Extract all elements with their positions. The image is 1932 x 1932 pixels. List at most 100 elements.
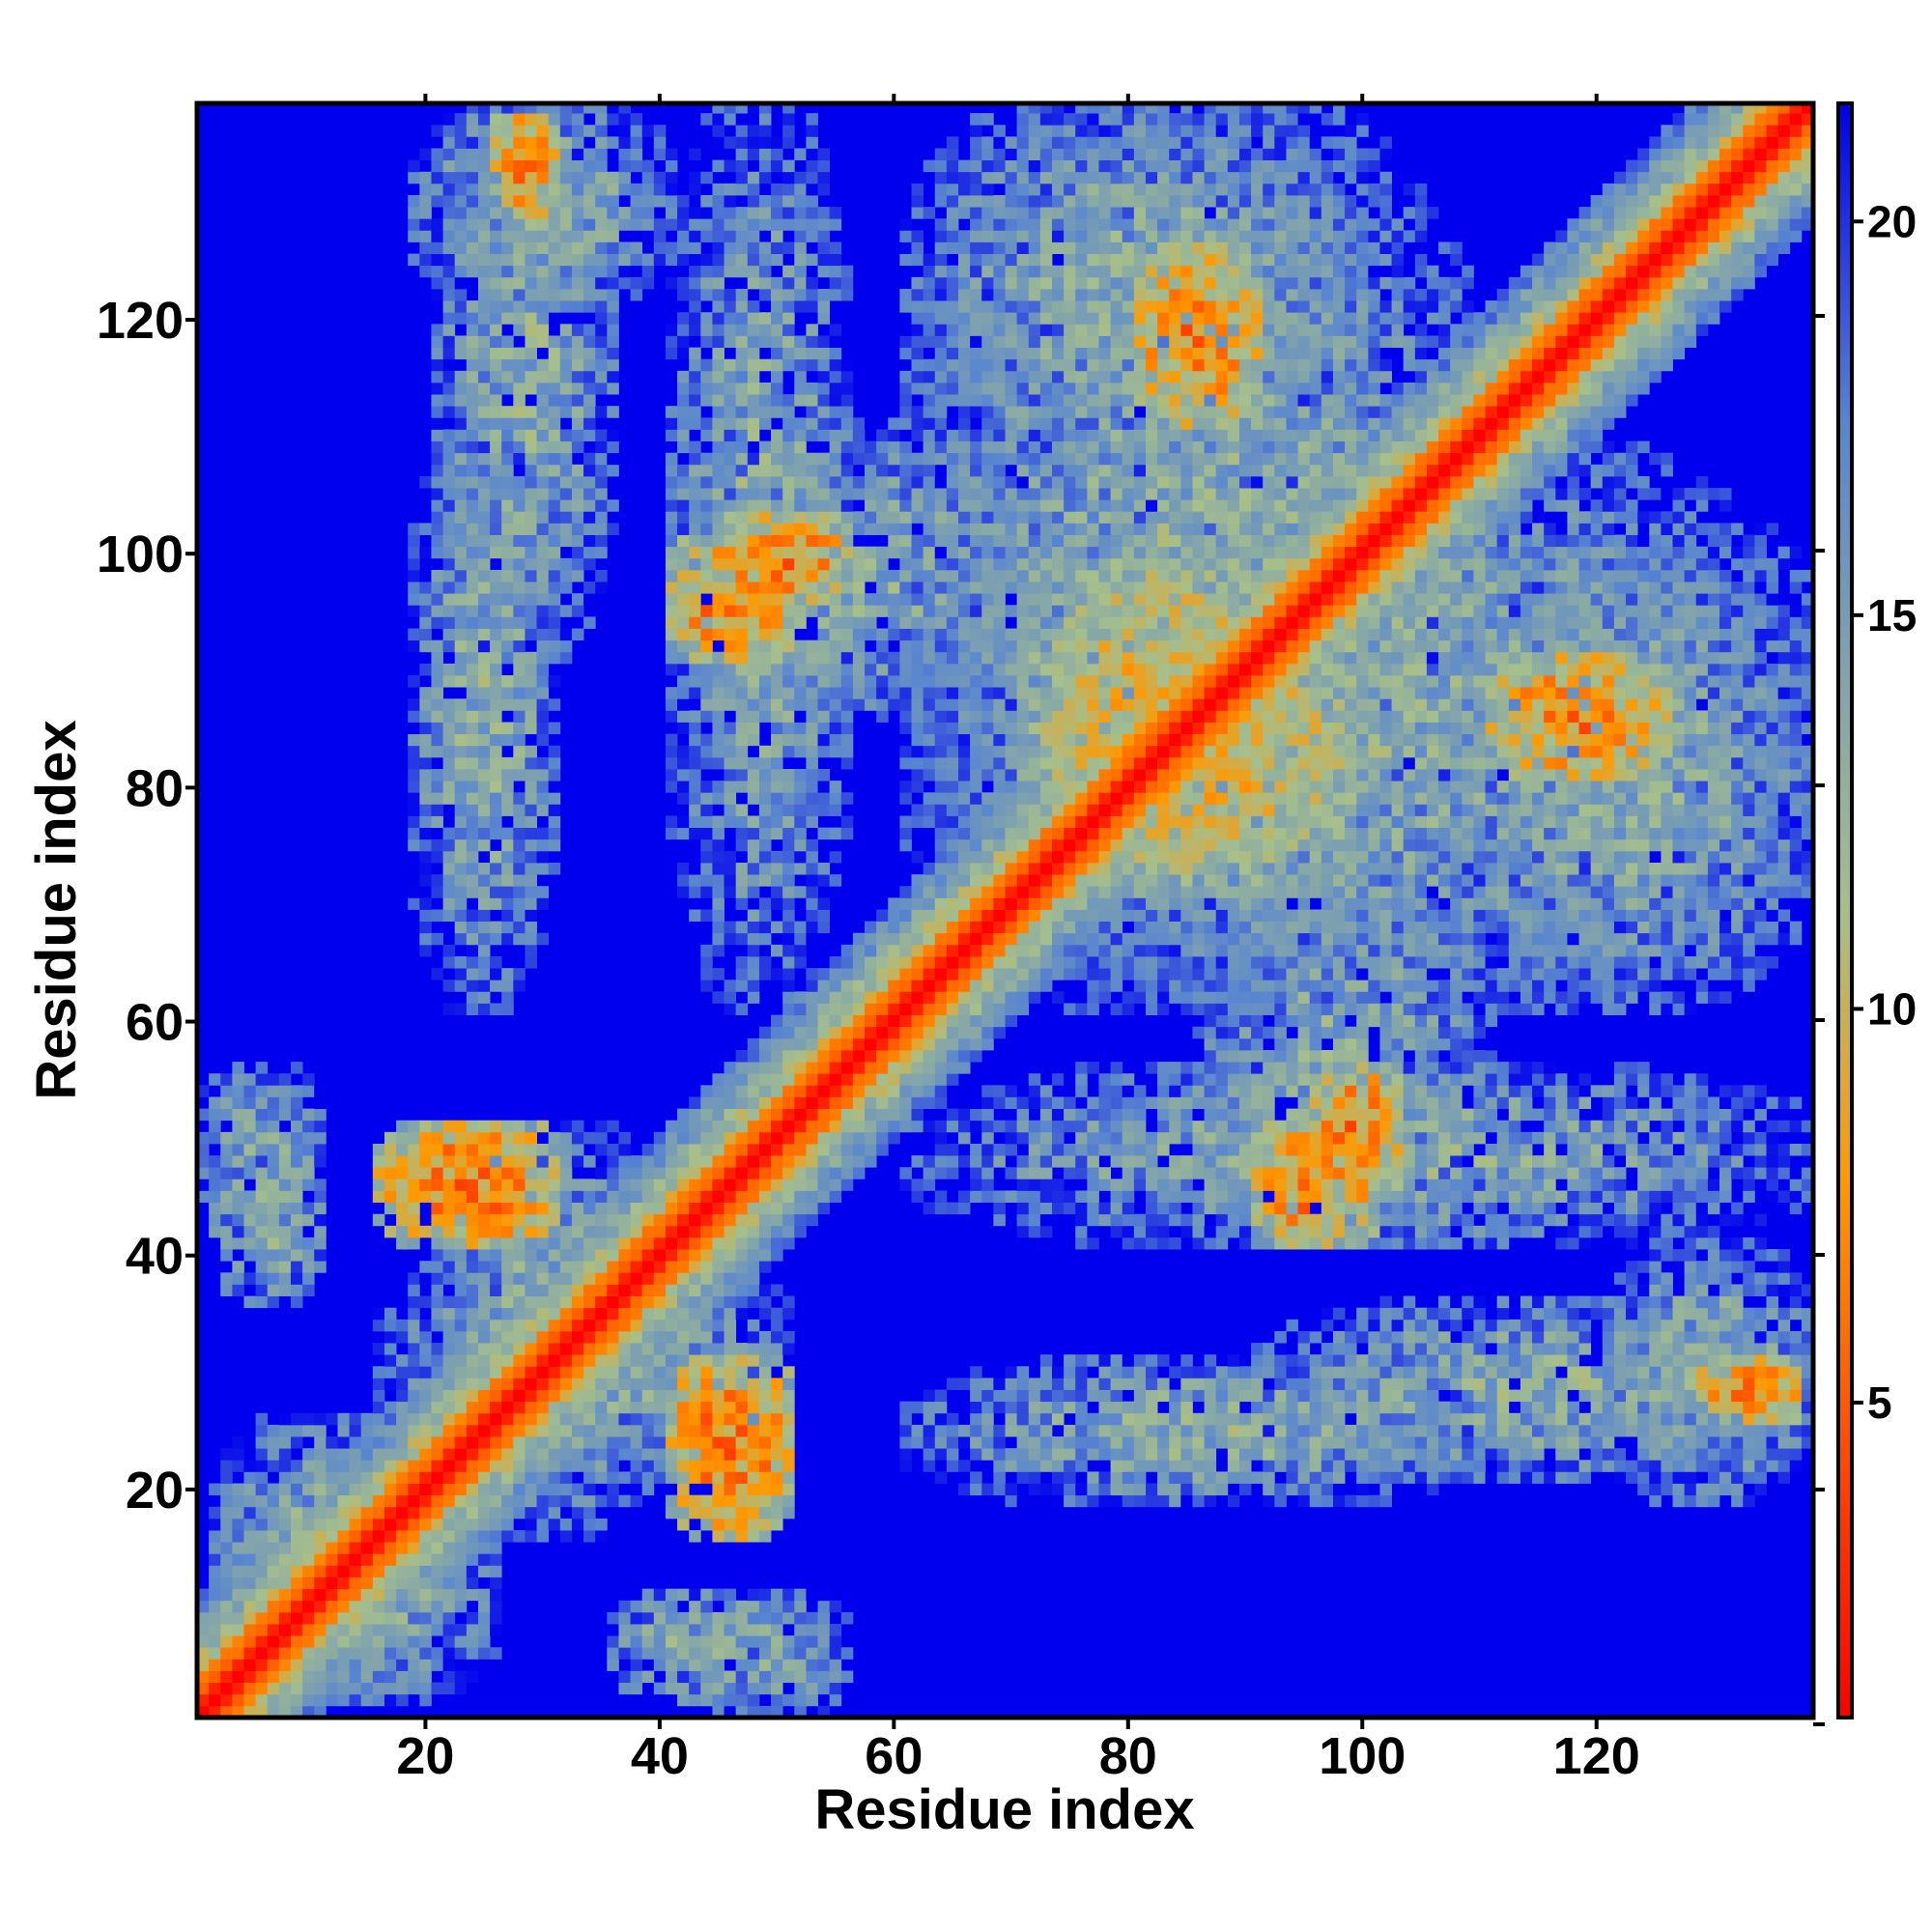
heatmap-cell	[1496, 1131, 1510, 1145]
heatmap-cell	[1520, 1307, 1533, 1321]
heatmap-cell	[1064, 1448, 1076, 1461]
heatmap-cell	[958, 1026, 971, 1039]
heatmap-cell	[1133, 1225, 1147, 1238]
heatmap-cell	[1684, 1073, 1697, 1086]
heatmap-cell	[758, 1448, 772, 1461]
heatmap-cell	[829, 1096, 842, 1109]
heatmap-cell	[278, 1553, 292, 1566]
heatmap-cell	[817, 1190, 831, 1203]
heatmap-cell	[665, 1494, 678, 1508]
heatmap-cell	[1204, 1131, 1217, 1145]
heatmap-cell	[1626, 1143, 1638, 1156]
heatmap-cell	[653, 1389, 667, 1403]
heatmap-cell	[712, 1202, 724, 1215]
heatmap-cell	[466, 1261, 479, 1273]
heatmap-cell	[1075, 1225, 1088, 1238]
heatmap-cell	[771, 1014, 783, 1028]
heatmap-cell	[817, 1096, 831, 1109]
heatmap-cell	[1098, 1366, 1112, 1378]
heatmap-cell	[993, 1155, 1006, 1168]
heatmap-cell	[372, 1647, 385, 1660]
heatmap-cell	[1403, 1096, 1416, 1109]
heatmap-cell	[840, 1026, 854, 1039]
heatmap-cell	[1626, 1062, 1638, 1074]
heatmap-cell	[1016, 1366, 1030, 1378]
heatmap-cell	[1215, 980, 1229, 992]
heatmap-cell	[618, 1284, 631, 1296]
heatmap-cell	[490, 1155, 502, 1168]
heatmap-cell	[490, 1354, 502, 1367]
heatmap-cell	[1332, 1378, 1346, 1390]
heatmap-cell	[1122, 1131, 1135, 1145]
heatmap-cell	[618, 1213, 631, 1227]
heatmap-cell	[396, 1659, 409, 1671]
heatmap-cell	[548, 1506, 561, 1520]
heatmap-cell	[267, 1705, 280, 1719]
heatmap-cell	[595, 1424, 608, 1437]
heatmap-cell	[466, 1343, 479, 1355]
heatmap-cell	[1707, 1131, 1720, 1145]
heatmap-cell	[1087, 932, 1099, 946]
heatmap-cell	[232, 1131, 244, 1145]
heatmap-cell	[758, 1588, 772, 1602]
heatmap-cell	[735, 1693, 749, 1707]
heatmap-cell	[1204, 1003, 1217, 1016]
heatmap-cell	[337, 1542, 350, 1554]
heatmap-cell	[1590, 1213, 1604, 1227]
heatmap-cell	[477, 1272, 491, 1285]
heatmap-cell	[525, 1460, 537, 1472]
heatmap-cell	[477, 1647, 491, 1660]
heatmap-cell	[1544, 955, 1556, 969]
heatmap-cell	[665, 1424, 678, 1437]
heatmap-cell	[278, 1155, 292, 1168]
heatmap-cell	[1051, 1378, 1065, 1390]
heatmap-cell	[794, 1108, 807, 1122]
heatmap-cell	[1145, 980, 1158, 992]
heatmap-cell	[794, 1693, 807, 1707]
heatmap-cell	[1005, 1143, 1018, 1156]
heatmap-cell	[1180, 1120, 1193, 1133]
heatmap-cell	[1438, 1412, 1451, 1426]
heatmap-cell	[232, 1600, 244, 1613]
heatmap-cell	[1345, 1131, 1357, 1145]
heatmap-cell	[454, 980, 468, 992]
heatmap-cell	[1263, 1366, 1275, 1378]
heatmap-cell	[501, 1295, 514, 1309]
heatmap-cell	[1649, 1448, 1662, 1461]
heatmap-cell	[689, 1693, 701, 1707]
heatmap-cell	[408, 1319, 420, 1332]
heatmap-cell	[1204, 1389, 1217, 1403]
heatmap-cell	[1707, 1261, 1720, 1273]
heatmap-cell	[840, 1003, 854, 1016]
heatmap-cell	[302, 1424, 315, 1437]
heatmap-cell	[302, 1647, 315, 1660]
heatmap-cell	[442, 1131, 456, 1145]
heatmap-cell	[1110, 1120, 1123, 1133]
heatmap-cell	[747, 1635, 760, 1648]
heatmap-cell	[1356, 932, 1369, 946]
heatmap-cell	[1180, 1003, 1193, 1016]
heatmap-cell	[1251, 1167, 1264, 1179]
heatmap-cell	[1450, 1401, 1463, 1414]
heatmap-cell	[1602, 944, 1615, 957]
heatmap-cell	[326, 1670, 338, 1684]
heatmap-cell	[267, 1577, 280, 1590]
heatmap-cell	[794, 991, 807, 1004]
heatmap-cell	[1169, 1003, 1181, 1016]
heatmap-cell	[232, 1284, 244, 1296]
heatmap-cell	[1403, 1436, 1416, 1449]
heatmap-cell	[595, 1213, 608, 1227]
heatmap-cell	[630, 1448, 643, 1461]
heatmap-cell	[1356, 1096, 1369, 1109]
heatmap-cell	[829, 991, 842, 1004]
heatmap-cell	[1016, 1436, 1030, 1449]
heatmap-cell	[454, 1366, 468, 1378]
heatmap-cell	[1087, 1108, 1099, 1122]
heatmap-cell	[1403, 1378, 1416, 1390]
heatmap-cell	[970, 944, 982, 957]
heatmap-cell	[419, 1343, 432, 1355]
heatmap-cell	[677, 1624, 690, 1636]
heatmap-cell	[1192, 1483, 1205, 1496]
heatmap-cell	[782, 1225, 795, 1238]
heatmap-cell	[782, 1659, 795, 1671]
